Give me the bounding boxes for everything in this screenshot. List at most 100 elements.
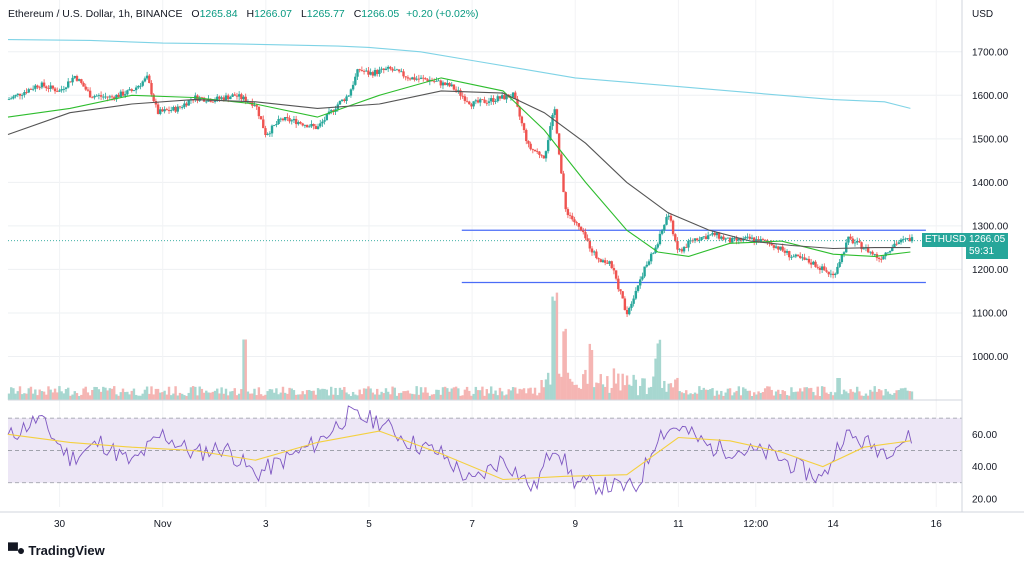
candle-body (527, 141, 530, 144)
candle-body (656, 244, 659, 248)
candle-body (240, 94, 243, 100)
volume-bar (546, 372, 550, 400)
candle-body (242, 96, 245, 100)
volume-bar (75, 393, 79, 400)
volume-bar (424, 387, 427, 400)
volume-bar (393, 387, 396, 400)
ma-line-0 (7, 77, 911, 257)
volume-bar (533, 387, 537, 400)
candle-body (80, 79, 83, 83)
volume-bar (748, 390, 751, 400)
high-value: 1266.07 (254, 8, 293, 20)
volume-bar (264, 394, 267, 400)
volume-bar (163, 390, 166, 400)
volume-bar (792, 392, 795, 400)
volume-bar (568, 378, 572, 400)
volume-bar (649, 386, 653, 400)
volume-bar (862, 395, 865, 400)
candle-body (264, 128, 267, 135)
candle-body (25, 92, 28, 93)
volume-bar (12, 388, 15, 400)
candle-body (614, 270, 618, 279)
candle-body (847, 236, 850, 243)
volume-bar (498, 387, 502, 400)
volume-bar (772, 395, 776, 400)
volume-bar (69, 395, 72, 400)
candle-body (886, 252, 890, 254)
candle-body (301, 123, 304, 126)
volume-bar (812, 391, 815, 400)
rsi-line (7, 405, 912, 496)
volume-bar (386, 391, 390, 400)
candle-body (244, 96, 247, 102)
candle-body (170, 110, 173, 112)
volume-bar (715, 390, 719, 400)
volume-bar (893, 393, 896, 400)
candle-body (88, 90, 92, 98)
candle-body (417, 78, 421, 80)
volume-bar (80, 394, 83, 400)
candle-body (279, 118, 282, 120)
volume-bar (689, 393, 692, 400)
volume-bar (750, 395, 754, 400)
candle-body (566, 209, 570, 216)
candle-body (551, 114, 554, 127)
volume-bar (251, 393, 254, 400)
volume-bar (110, 388, 114, 400)
candle-body (728, 237, 732, 243)
candle-body (628, 307, 631, 315)
volume-bar (47, 386, 50, 400)
volume-bar (150, 386, 153, 400)
candle-body (113, 97, 116, 100)
volume-bar (180, 393, 184, 400)
candle-body (275, 124, 278, 125)
volume-bar (119, 392, 123, 400)
candle-body (150, 83, 153, 95)
tradingview-logo[interactable]: ▀● TradingView (8, 542, 105, 558)
volume-bar (360, 394, 364, 400)
volume-bar (505, 394, 508, 400)
horizontal-levels (461, 229, 926, 284)
volume-bar (717, 394, 721, 400)
candle-body (378, 69, 381, 74)
volume-bar (266, 391, 269, 400)
candle-body (851, 238, 855, 244)
candle-body (630, 303, 633, 308)
volume-bar (728, 388, 732, 400)
candle-body (224, 95, 228, 101)
candle-body (386, 66, 390, 69)
candle-body (739, 238, 743, 241)
candle-body (18, 93, 22, 96)
volume-bar (860, 395, 863, 400)
candle-body (634, 290, 638, 299)
candle-body (840, 254, 844, 263)
candle-body (814, 261, 817, 267)
candle-body (599, 259, 602, 263)
volume-bar (191, 386, 195, 400)
candle-body (724, 238, 727, 240)
low-label: L (300, 8, 307, 20)
candle-body (906, 238, 909, 239)
volume-bar (888, 393, 892, 400)
volume-bar (592, 387, 596, 400)
candle-body (128, 89, 131, 91)
volume-bar (834, 392, 837, 400)
volume-bar (566, 372, 570, 400)
volume-bar (663, 380, 666, 400)
volume-bar (647, 387, 651, 400)
volume-bar (796, 391, 800, 400)
candle-body (468, 101, 471, 105)
candle-body (404, 76, 407, 78)
volume-bar (218, 393, 221, 400)
candle-body (380, 68, 383, 70)
candle-body (479, 99, 482, 103)
volume-bar (430, 394, 434, 400)
volume-bar (709, 389, 712, 400)
candle-body (492, 98, 495, 103)
candle-body (123, 94, 127, 96)
candle-body (99, 95, 103, 97)
volume-bar (419, 387, 423, 400)
volume-bar (656, 343, 659, 400)
candle-body (69, 81, 72, 83)
